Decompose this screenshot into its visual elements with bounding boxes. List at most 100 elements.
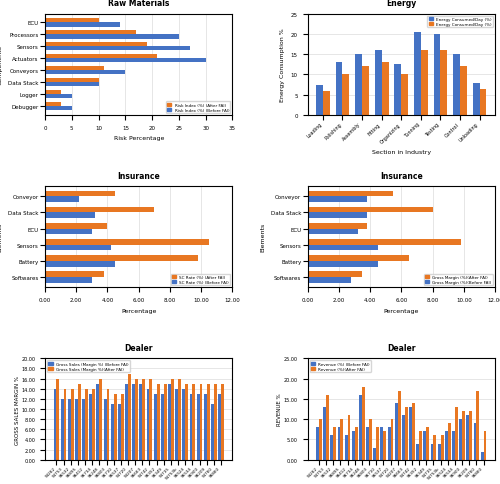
Bar: [171, 379, 174, 460]
Bar: [154, 394, 156, 460]
Bar: [45, 55, 158, 59]
Bar: [45, 261, 116, 267]
Legend: Revenue (%) (Before FAI), Revenue (%)(After FAI): Revenue (%) (Before FAI), Revenue (%)(Af…: [310, 361, 371, 372]
Bar: [473, 83, 480, 116]
Bar: [85, 389, 88, 460]
Bar: [336, 63, 342, 116]
X-axis label: Section in Industry: Section in Industry: [372, 150, 431, 155]
Bar: [480, 90, 486, 116]
Bar: [106, 389, 110, 460]
Bar: [45, 35, 179, 39]
Bar: [434, 35, 440, 116]
Bar: [135, 379, 138, 460]
Bar: [308, 229, 358, 235]
Bar: [45, 245, 110, 251]
Bar: [186, 384, 188, 460]
Bar: [45, 256, 198, 261]
Bar: [438, 444, 440, 460]
Bar: [344, 436, 348, 460]
Y-axis label: REVENUE %: REVENUE %: [278, 393, 282, 425]
Bar: [125, 384, 128, 460]
Bar: [323, 407, 326, 460]
Bar: [359, 395, 362, 460]
Bar: [221, 384, 224, 460]
Bar: [445, 431, 448, 460]
Bar: [382, 63, 388, 116]
Title: Insurance: Insurance: [380, 171, 422, 180]
Legend: SC Rate (%) (After FAI), SC Rate (%) (Before FAI): SC Rate (%) (After FAI), SC Rate (%) (Be…: [170, 274, 230, 286]
Bar: [45, 224, 108, 229]
Bar: [60, 399, 64, 460]
Bar: [434, 436, 436, 460]
Title: Dealer: Dealer: [124, 343, 153, 352]
Bar: [348, 415, 350, 460]
Bar: [460, 67, 467, 116]
Bar: [45, 229, 92, 235]
Bar: [45, 277, 92, 283]
Legend: Gross Margin (%)(After FAI), Gross Margin (%)(Before FAI): Gross Margin (%)(After FAI), Gross Margi…: [424, 274, 493, 286]
Bar: [308, 277, 351, 283]
Title: Raw Materials: Raw Materials: [108, 0, 170, 8]
Bar: [45, 91, 61, 95]
Bar: [45, 107, 72, 111]
Bar: [398, 391, 400, 460]
Bar: [453, 55, 460, 116]
Bar: [54, 389, 56, 460]
Bar: [111, 404, 114, 460]
Bar: [156, 384, 160, 460]
Bar: [421, 51, 428, 116]
Bar: [150, 379, 152, 460]
Bar: [45, 272, 104, 277]
Bar: [308, 261, 378, 267]
Bar: [484, 431, 486, 460]
Bar: [211, 404, 214, 460]
Bar: [100, 379, 102, 460]
Bar: [164, 384, 166, 460]
Bar: [452, 431, 455, 460]
Bar: [64, 389, 66, 460]
Bar: [384, 431, 386, 460]
Bar: [142, 379, 145, 460]
Bar: [45, 191, 116, 197]
Bar: [466, 415, 469, 460]
Bar: [168, 384, 171, 460]
Bar: [416, 444, 419, 460]
Bar: [401, 75, 408, 116]
Bar: [45, 197, 80, 202]
Bar: [338, 427, 340, 460]
Bar: [45, 19, 98, 23]
Bar: [419, 431, 422, 460]
Bar: [369, 419, 372, 460]
Bar: [470, 411, 472, 460]
Bar: [409, 407, 412, 460]
Bar: [460, 419, 462, 460]
Bar: [440, 436, 444, 460]
Bar: [45, 103, 61, 107]
Bar: [78, 384, 80, 460]
Bar: [352, 431, 354, 460]
Bar: [405, 407, 407, 460]
Bar: [45, 95, 72, 99]
Bar: [412, 403, 415, 460]
Bar: [308, 224, 367, 229]
Bar: [118, 404, 121, 460]
Bar: [354, 427, 358, 460]
Bar: [308, 240, 460, 245]
Bar: [207, 384, 210, 460]
Bar: [366, 427, 369, 460]
Y-axis label: Components: Components: [0, 45, 2, 85]
Y-axis label: Energy Consumption %: Energy Consumption %: [280, 29, 285, 102]
Legend: Gross Sales (Margin %) (Before FAI), Gross Sales (Margin %)(After FAI): Gross Sales (Margin %) (Before FAI), Gro…: [47, 361, 130, 372]
Bar: [326, 395, 329, 460]
Bar: [45, 31, 136, 35]
Bar: [178, 379, 181, 460]
Bar: [376, 427, 379, 460]
Bar: [45, 59, 205, 63]
Bar: [214, 384, 217, 460]
Bar: [45, 240, 209, 245]
Legend: Energy Consumed/Day (%), Energy Consumed/Day (%): Energy Consumed/Day (%), Energy Consumed…: [428, 16, 493, 28]
Bar: [426, 427, 429, 460]
Bar: [182, 389, 186, 460]
Bar: [395, 403, 398, 460]
Bar: [56, 379, 59, 460]
